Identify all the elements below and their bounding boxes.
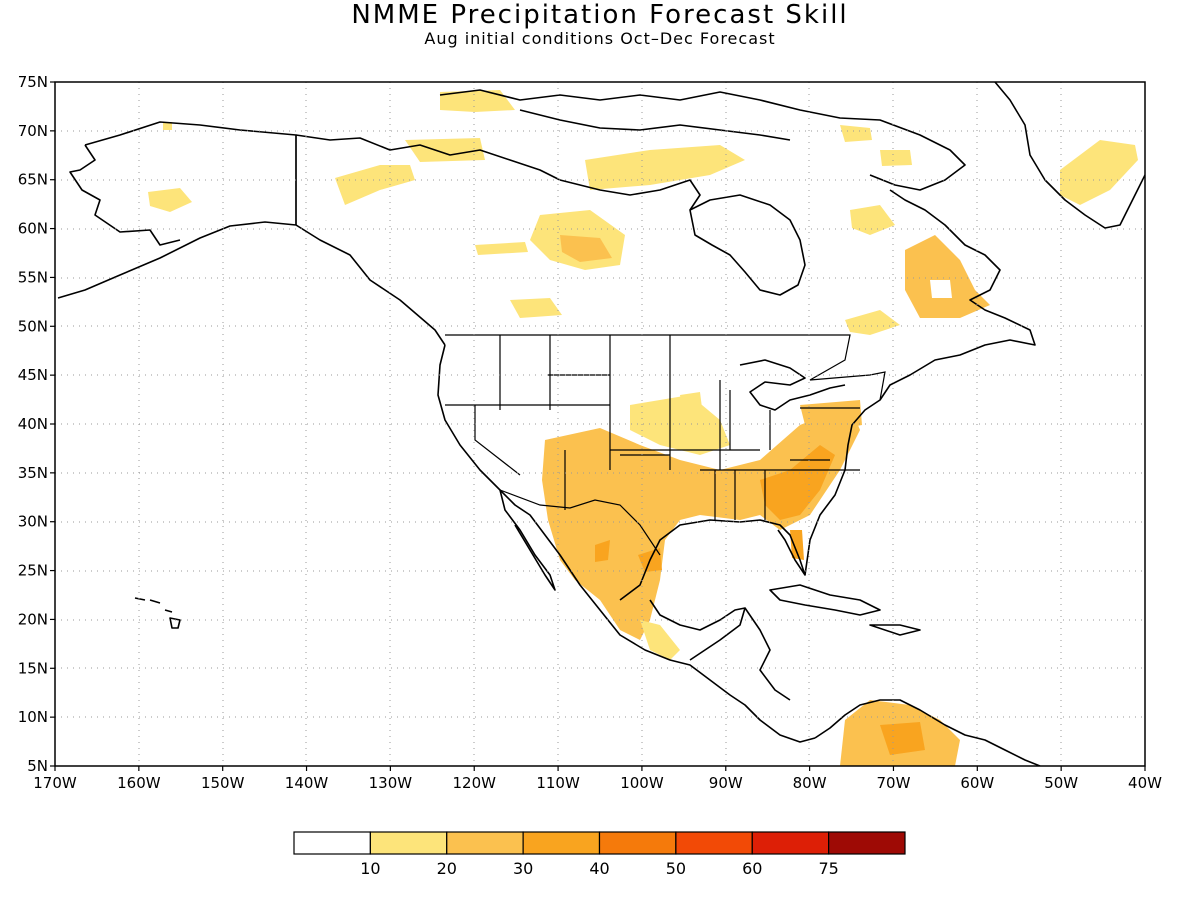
latitude-axis: 75N 70N 65N 60N 55N 50N 45N 40N 35N 30N 25N 20N 15N 1… [18,73,55,775]
longitude-tick-label: 60W [960,774,994,792]
skill-region-alaska [148,188,192,212]
longitude-axis: 170W 160W 150W 140W 130W 120W 110W 100W 90W 80W 70… [33,766,1162,792]
longitude-tick-label: 110W [536,774,580,792]
latitude-tick-label: 15N [18,659,48,677]
latitude-tick-label: 60N [18,220,48,238]
border-us-states [445,335,860,520]
latitude-tick-label: 20N [18,610,48,628]
skill-region-south-mexico [640,620,680,660]
map-frame [55,82,1145,766]
border-us-mexico [499,489,661,556]
colorbar-label: 75 [818,859,838,878]
colorbar-segment [675,831,753,855]
longitude-tick-label: 170W [33,774,77,792]
skill-region-labrador-south [845,310,900,335]
skill-region-greenland [1060,140,1138,205]
skill-region-texas-core [595,540,610,562]
longitude-tick-label: 80W [793,774,827,792]
longitude-tick-label: 70W [877,774,911,792]
coastline-gulf [619,519,806,661]
skill-region-south-america-core [880,722,925,755]
colorbar-label: 30 [513,859,533,878]
coastline-arctic [295,134,701,211]
skill-region-central-plains [630,395,730,455]
map-title: NMME Precipitation Forecast Skill [351,0,849,30]
skill-region-rockies [680,392,702,408]
longitude-tick-label: 100W [620,774,664,792]
latitude-tick-label: 5N [27,757,48,775]
skill-region-hudson-west-core [560,235,612,262]
latitude-tick-label: 55N [18,268,48,286]
skill-region-alberta [475,242,528,255]
latitude-tick-label: 35N [18,464,48,482]
skill-region-alaska-north [163,122,172,130]
skill-region-quebec [905,235,990,318]
coastline-pacific [437,344,816,743]
longitude-tick-label: 90W [709,774,743,792]
skill-region-arctic-strip [405,138,485,162]
latitude-tick-label: 25N [18,562,48,580]
coastline-baja [499,489,556,591]
longitude-tick-label: 150W [201,774,245,792]
latitude-tick-label: 30N [18,513,48,531]
skill-region-quebec-hole [930,280,952,298]
skill-region-arctic-islands [440,90,515,112]
skill-region-baffin-north [840,125,872,142]
longitude-tick-label: 50W [1044,774,1078,792]
coastlines [57,82,1145,766]
coastline-caribbean [744,584,921,701]
coastline-atlantic [804,189,1036,576]
colorbar-label: 10 [360,859,380,878]
coastline-arctic-islands [439,89,966,191]
colorbar-label: 20 [437,859,457,878]
latitude-tick-label: 10N [18,708,48,726]
coastline-hudson-bay [689,194,806,296]
latitude-tick-label: 40N [18,415,48,433]
skill-region-prairies [510,298,562,318]
longitude-tick-label: 40W [1128,774,1162,792]
latitude-tick-label: 45N [18,366,48,384]
colorbar-label: 40 [589,859,609,878]
coastline-great-lakes [739,359,846,411]
map-subtitle: Aug initial conditions Oct–Dec Forecast [424,29,776,48]
skill-region-florida [790,530,804,560]
latitude-tick-label: 65N [18,171,48,189]
colorbar-segment [828,831,906,855]
colorbar-label: 50 [666,859,686,878]
latitude-tick-label: 70N [18,122,48,140]
longitude-tick-label: 130W [369,774,413,792]
colorbar-label: 60 [742,859,762,878]
graticule [55,82,1145,766]
longitude-tick-label: 160W [117,774,161,792]
skill-region-southwest-mexico [542,405,860,640]
border-us-canada [445,334,886,401]
latitude-tick-label: 50N [18,317,48,335]
colorbar: 10 20 30 40 50 60 75 [293,831,906,878]
colorbar-segment [293,831,371,855]
skill-region-southeast-core [760,445,835,520]
colorbar-segment [446,831,524,855]
colorbar-segment [751,831,830,855]
longitude-tick-label: 140W [285,774,329,792]
colorbar-segment [522,831,601,855]
longitude-tick-label: 120W [452,774,496,792]
colorbar-segment [598,831,677,855]
skill-region-baffin-east [880,150,912,166]
coastline-south-america [814,699,1041,766]
coastline-greenland [994,82,1145,229]
coastline-hawaii [134,597,181,629]
colorbar-segment [369,831,448,855]
skill-region-nunavut [585,145,745,190]
latitude-tick-label: 75N [18,73,48,91]
skill-region-yukon [335,165,415,205]
skill-region-baffin [850,205,895,235]
